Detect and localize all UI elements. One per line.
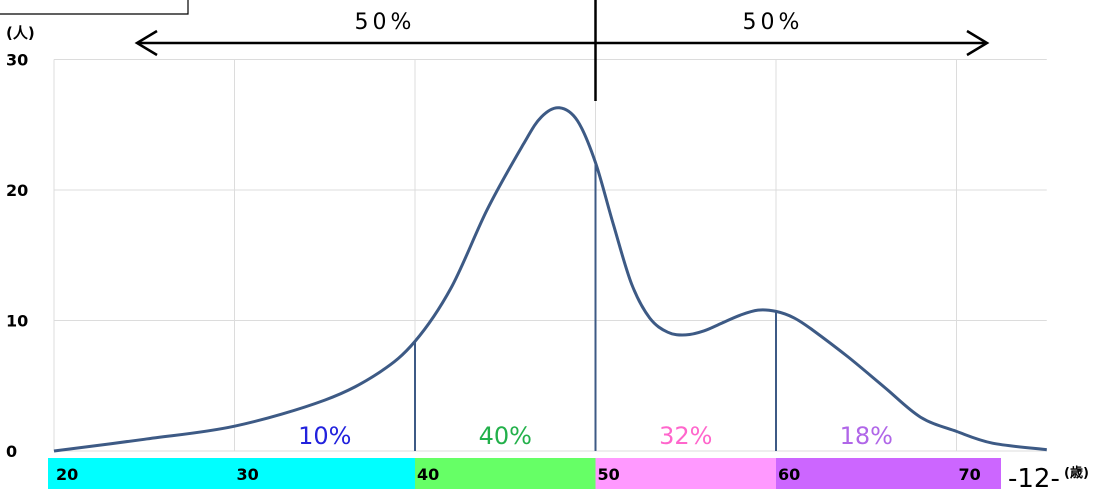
median-marker: 50% 50% — [134, 0, 990, 101]
y-tick-labels: 0 10 20 30 — [6, 51, 28, 462]
y-tick-label: 0 — [6, 442, 17, 461]
top-left-box-edge — [0, 0, 189, 15]
grid — [53, 59, 1047, 452]
age-band — [595, 458, 776, 489]
age-band-label: 40 — [417, 465, 439, 484]
segment-percentage-label: 40% — [479, 422, 532, 450]
y-axis-label: (人) — [6, 24, 35, 42]
age-band-label: 30 — [237, 465, 259, 484]
page-number: -12- — [1008, 464, 1060, 489]
age-band-label: 60 — [778, 465, 800, 484]
y-tick-label: 20 — [6, 181, 28, 200]
segment-dividers — [414, 162, 777, 451]
segment-percentage-label: 18% — [840, 422, 893, 450]
left-arrow-head — [134, 29, 158, 57]
age-band-label: 50 — [598, 465, 620, 484]
right-arrow-head — [966, 29, 990, 57]
segment-percentage-label: 10% — [298, 422, 351, 450]
age-band — [48, 458, 415, 489]
x-axis-label: (歳) — [1064, 465, 1089, 481]
segment-percentage-label: 32% — [659, 422, 712, 450]
half-percentage-label: 50% — [355, 10, 416, 35]
distribution-curve — [53, 106, 1047, 453]
half-percentage-label: 50% — [743, 10, 804, 35]
y-tick-label: 30 — [6, 51, 28, 70]
age-band-label: 70 — [959, 465, 981, 484]
age-band — [776, 458, 1001, 489]
y-tick-label: 10 — [6, 312, 28, 331]
age-band-label: 20 — [56, 465, 78, 484]
age-band — [415, 458, 596, 489]
segment-percentage-labels: 10% 40% 32% 18% — [298, 422, 893, 450]
age-band-bar: 20 30 40 50 60 70 — [48, 458, 1001, 489]
